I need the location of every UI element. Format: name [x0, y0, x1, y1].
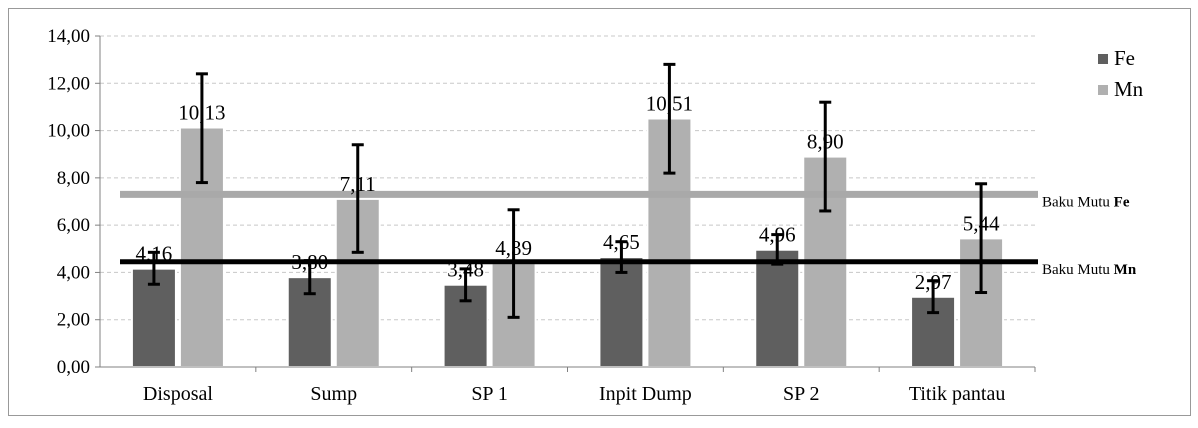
bar-fe [754, 248, 801, 368]
x-category-label: Disposal [143, 383, 213, 405]
axes: 0,00 2,00 4,00 6,00 8,00 10,00 12,00 14,00 Dispo… [47, 26, 1036, 405]
x-category-label: SP 1 [471, 383, 508, 405]
data-label: 2,97 [915, 270, 952, 294]
reference-label-bold: Fe [1114, 194, 1130, 210]
gridlines [100, 35, 1035, 321]
x-category-label: Inpit Dump [599, 383, 692, 405]
data-label: 5,44 [963, 211, 1000, 235]
data-label: 7,11 [340, 172, 376, 196]
legend-label: Fe [1114, 46, 1135, 70]
data-labels: 4,16 10,13 3,80 7,11 3,48 4,39 4,65 10,51 4,96 8,… [136, 92, 1000, 294]
y-tick-label: 12,00 [47, 73, 90, 94]
y-tick-label: 0,00 [57, 357, 90, 378]
reference-line-label: Baku Mutu Fe [1042, 194, 1130, 210]
x-category-label: SP 2 [783, 383, 820, 405]
error-bars [147, 62, 988, 319]
legend-swatch-fe [1098, 54, 1108, 64]
data-label: 10,51 [646, 92, 693, 116]
data-label: 4,96 [759, 223, 796, 247]
reference-label-prefix: Baku Mutu [1042, 262, 1114, 278]
legend-label: Mn [1114, 77, 1144, 101]
y-tick-label: 14,00 [47, 26, 90, 47]
legend-swatch-mn [1098, 85, 1108, 95]
data-label: 4,16 [136, 242, 173, 266]
reference-label-prefix: Baku Mutu [1042, 194, 1114, 210]
x-category-label: Sump [310, 383, 357, 405]
data-label: 3,48 [447, 258, 484, 282]
y-tick-label: 4,00 [57, 262, 90, 283]
data-label: 8,90 [807, 130, 844, 154]
reference-label-bold: Mn [1114, 262, 1137, 278]
data-label: 4,65 [603, 230, 640, 254]
data-label: 4,39 [495, 236, 532, 260]
y-tick-label: 2,00 [57, 310, 90, 331]
y-tick-label: 6,00 [57, 215, 90, 236]
data-label: 10,13 [178, 100, 225, 124]
y-tick-label: 8,00 [57, 168, 90, 189]
data-label: 3,80 [291, 250, 328, 274]
legend: Fe Mn [1098, 46, 1144, 101]
y-tick-label: 10,00 [47, 121, 90, 142]
reference-line-label: Baku Mutu Mn [1042, 262, 1137, 278]
x-category-label: Titik pantau [909, 383, 1006, 405]
